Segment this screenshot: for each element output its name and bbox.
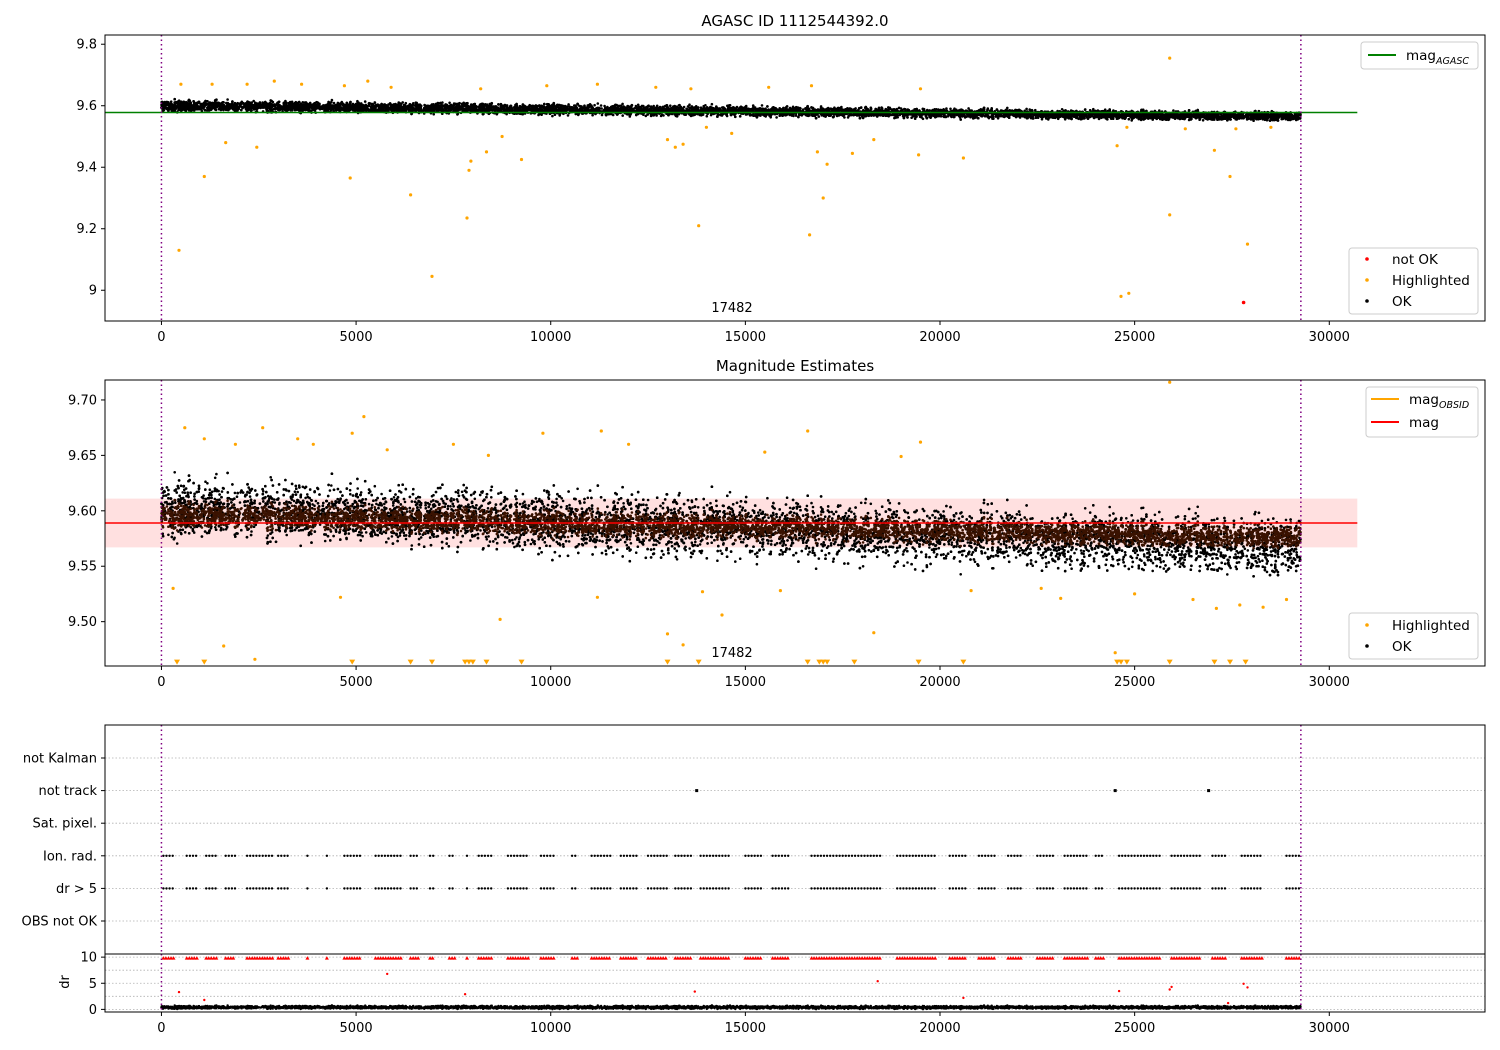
ok-point <box>1006 107 1009 110</box>
ok-point <box>711 103 714 106</box>
ok-point <box>761 104 764 107</box>
ok-point <box>795 114 798 117</box>
ok-point <box>706 115 709 118</box>
ok-point <box>591 114 594 117</box>
ok-point <box>226 98 229 101</box>
ok-point <box>448 102 451 105</box>
ok-point <box>945 107 948 110</box>
ok-point <box>942 115 945 118</box>
ok-point <box>331 99 334 102</box>
ok-point <box>1041 118 1044 121</box>
ok-point <box>593 104 596 107</box>
ok-point <box>567 114 570 117</box>
ok-point <box>669 104 672 107</box>
ok-point <box>364 100 367 103</box>
ok-point <box>1128 118 1131 121</box>
ok-point <box>333 102 336 105</box>
ok-point <box>405 102 408 105</box>
ok-point <box>1172 109 1175 112</box>
ok-point <box>775 116 778 119</box>
ok-point <box>567 103 570 106</box>
ok-point <box>1202 119 1205 122</box>
